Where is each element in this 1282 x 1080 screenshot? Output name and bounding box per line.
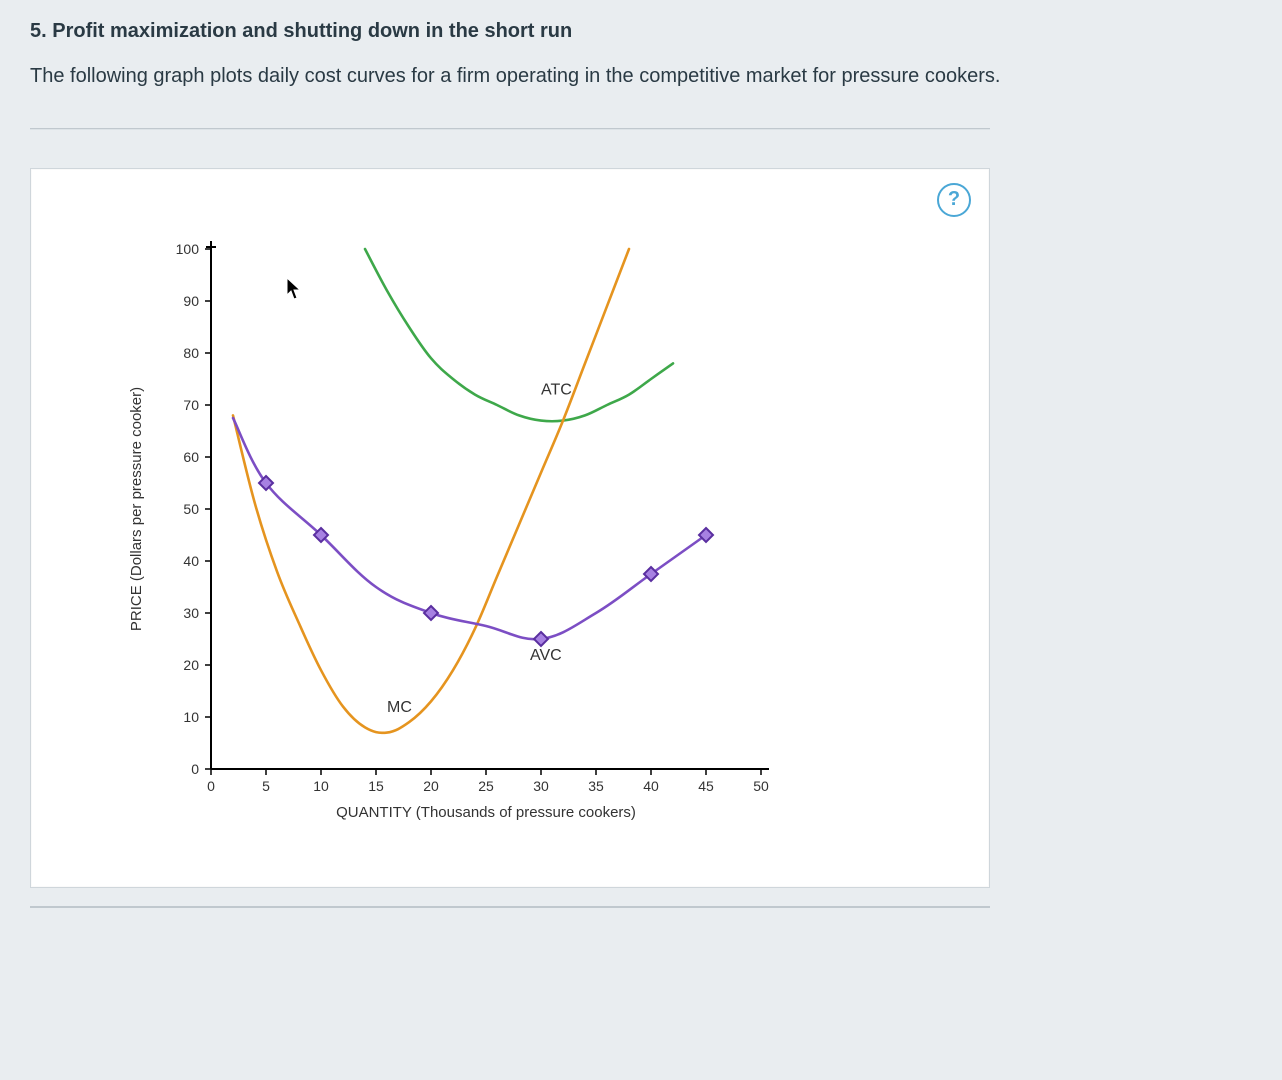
atc-label: ATC [541, 382, 572, 399]
divider-top [30, 128, 990, 130]
svg-text:QUANTITY (Thousands of pressur: QUANTITY (Thousands of pressure cookers) [336, 804, 636, 821]
avc-curve[interactable] [233, 418, 706, 639]
svg-text:60: 60 [183, 449, 199, 465]
svg-text:15: 15 [368, 778, 384, 794]
svg-text:10: 10 [183, 709, 199, 725]
svg-text:20: 20 [183, 657, 199, 673]
mc-label: MC [387, 699, 412, 716]
svg-text:35: 35 [588, 778, 604, 794]
svg-text:100: 100 [176, 241, 200, 257]
avc-marker[interactable] [534, 632, 548, 646]
svg-text:5: 5 [262, 778, 270, 794]
chart-frame: ? 05101520253035404550010203040506070809… [30, 168, 990, 888]
avc-marker[interactable] [424, 606, 438, 620]
question-title: 5. Profit maximization and shutting down… [30, 20, 1252, 43]
chart-area[interactable]: 0 5 10 15 20 25 30 35 40 45 50 0 10 20 30 40 50 60 70 80 90 1… [71, 199, 949, 857]
svg-text:50: 50 [183, 501, 199, 517]
svg-text:10: 10 [313, 778, 329, 794]
question-prompt: The following graph plots daily cost cur… [30, 65, 1252, 88]
chart-svg[interactable]: 0 5 10 15 20 25 30 35 40 45 50 0 10 20 30 40 50 60 70 80 90 1… [71, 199, 951, 859]
svg-text:40: 40 [643, 778, 659, 794]
svg-text:PRICE (Dollars per pressure co: PRICE (Dollars per pressure cooker) [128, 387, 145, 631]
atc-curve[interactable] [365, 249, 673, 421]
svg-text:40: 40 [183, 553, 199, 569]
question-number: 5. [30, 20, 47, 42]
svg-text:30: 30 [533, 778, 549, 794]
svg-text:90: 90 [183, 293, 199, 309]
question-title-text: Profit maximization and shutting down in… [52, 20, 572, 42]
page-root: 5. Profit maximization and shutting down… [0, 0, 1282, 928]
mc-curve[interactable] [233, 249, 629, 733]
svg-text:70: 70 [183, 397, 199, 413]
svg-text:80: 80 [183, 345, 199, 361]
svg-text:0: 0 [207, 778, 215, 794]
svg-text:20: 20 [423, 778, 439, 794]
svg-text:45: 45 [698, 778, 714, 794]
svg-text:50: 50 [753, 778, 769, 794]
avc-label: AVC [530, 647, 562, 664]
svg-text:0: 0 [191, 761, 199, 777]
divider-bottom [30, 906, 990, 908]
svg-text:25: 25 [478, 778, 494, 794]
svg-text:30: 30 [183, 605, 199, 621]
